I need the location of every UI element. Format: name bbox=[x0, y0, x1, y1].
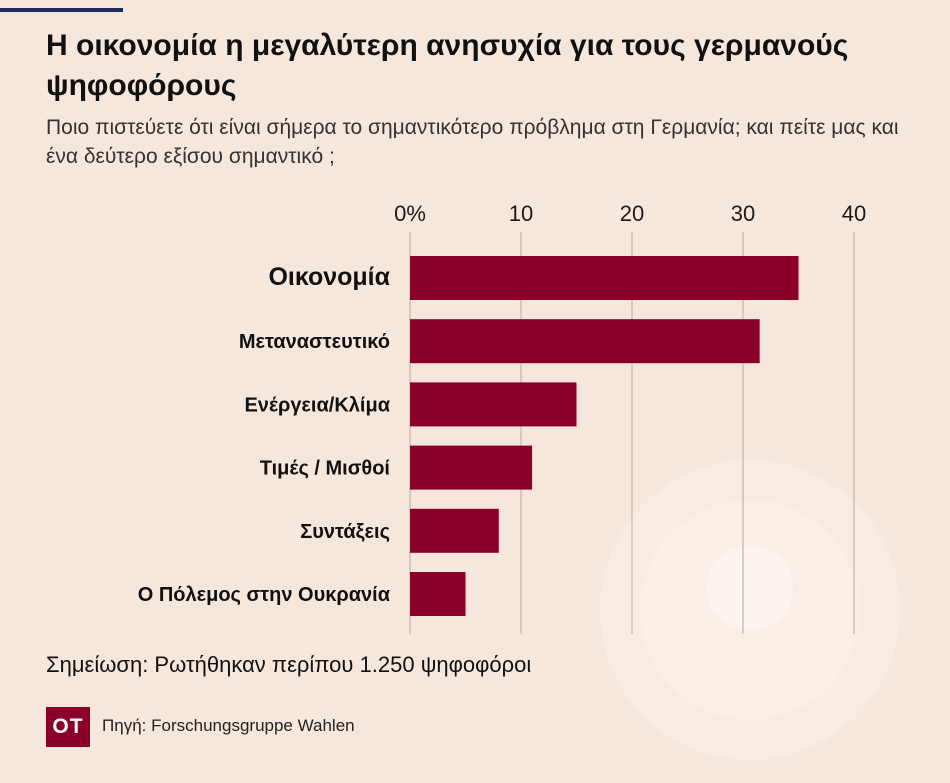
x-tick-label: 20 bbox=[620, 201, 644, 226]
x-tick-label: 30 bbox=[731, 201, 755, 226]
category-label: Ενέργεια/Κλίμα bbox=[244, 394, 390, 416]
source-credit: Πηγή: Forschungsgruppe Wahlen bbox=[102, 716, 355, 735]
bar bbox=[410, 445, 533, 490]
top-accent-rule bbox=[0, 8, 123, 12]
category-label: Οικονομία bbox=[268, 263, 390, 291]
x-tick-label: 10 bbox=[509, 201, 533, 226]
category-label: Συντάξεις bbox=[300, 521, 390, 543]
chart-note: Σημείωση: Ρωτήθηκαν περίπου 1.250 ψηφοφό… bbox=[46, 652, 532, 677]
bar bbox=[410, 382, 577, 427]
chart-title: Η οικονομία η μεγαλύτερη ανησυχία για το… bbox=[46, 29, 849, 102]
category-label: Τιμές / Μισθοί bbox=[260, 458, 390, 480]
category-label: Μεταναστευτικό bbox=[239, 331, 390, 353]
category-label: Ο Πόλεμος στην Ουκρανία bbox=[138, 584, 391, 606]
bar bbox=[410, 319, 760, 364]
x-tick-label: 40 bbox=[842, 201, 866, 226]
bar bbox=[410, 572, 466, 616]
x-tick-label: 0% bbox=[394, 201, 426, 226]
bar bbox=[410, 256, 799, 300]
bar bbox=[410, 508, 499, 553]
publisher-logo: OT bbox=[46, 707, 90, 747]
chart-subtitle: Ποιο πιστεύετε ότι είναι σήμερα το σημαν… bbox=[46, 116, 899, 168]
